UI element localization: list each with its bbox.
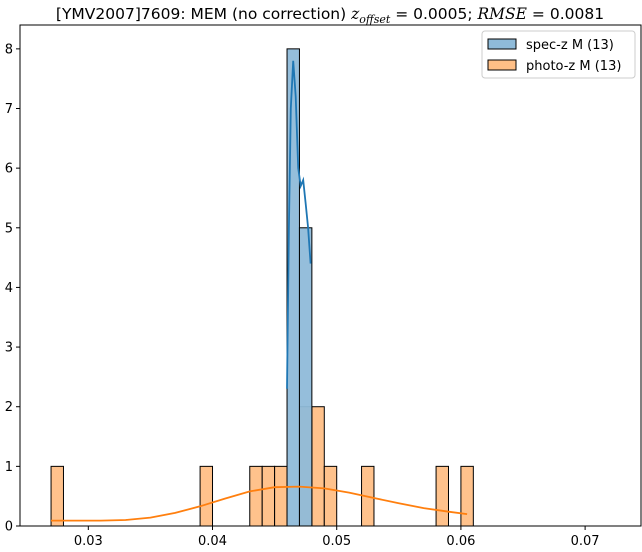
- photo-z-bar: [460, 465, 474, 527]
- title-z-subscript: offset: [359, 13, 391, 26]
- y-tick-label: 6: [5, 162, 13, 177]
- y-tick-label: 1: [5, 460, 13, 475]
- photo-z-bar: [261, 465, 276, 527]
- chart-title: [YMV2007]7609: MEM (no correction) zoffs…: [56, 5, 604, 26]
- x-tick-label: 0.03: [74, 534, 103, 549]
- y-tick-label: 3: [5, 341, 13, 356]
- photo-z-bar: [249, 465, 263, 527]
- plot-area: 0.03 0.04 0.05 0.06 0.07 0 1 2 3 4 5 6 7 8: [5, 24, 642, 549]
- title-eq2: = 0.0081: [527, 5, 604, 23]
- y-tick-label: 7: [5, 102, 13, 117]
- kde-curves: [51, 60, 468, 522]
- svg-text:[YMV2007]7609: MEM (no correct: [YMV2007]7609: MEM (no correction) zoffs…: [56, 5, 604, 26]
- x-tick-label: 0.05: [322, 534, 351, 549]
- legend-label: photo-z M (13): [526, 59, 621, 74]
- photo-z-bar: [50, 465, 64, 527]
- title-prefix: [YMV2007]7609: MEM (no correction): [56, 5, 351, 23]
- photo-z-bar: [323, 465, 338, 527]
- title-rmse-symbol: RMSE: [477, 5, 528, 23]
- legend-label: spec-z M (13): [526, 38, 614, 53]
- y-tick-label: 0: [5, 520, 13, 535]
- x-tick-label: 0.04: [198, 534, 227, 549]
- photo-z-bar: [199, 465, 214, 527]
- legend-swatch: [487, 59, 517, 71]
- legend-swatch: [487, 38, 517, 50]
- spec-z-bar: [298, 227, 313, 527]
- x-tick-label: 0.06: [446, 534, 475, 549]
- legend-box: [481, 30, 636, 79]
- y-tick-label: 4: [5, 281, 13, 296]
- y-axis: 0 1 2 3 4 5 6 7 8: [5, 42, 20, 535]
- x-axis: 0.03 0.04 0.05 0.06 0.07: [74, 526, 600, 549]
- legend: spec-z M (13) photo-z M (13): [481, 30, 636, 79]
- title-eq1: = 0.0005;: [390, 5, 477, 23]
- axes-frame: [19, 24, 642, 527]
- photo-z-bar: [274, 465, 288, 527]
- y-tick-label: 2: [5, 400, 13, 415]
- title-z-symbol: z: [350, 5, 360, 23]
- y-tick-label: 8: [5, 42, 13, 57]
- spec-z-kde-line: [286, 60, 312, 389]
- photo-z-bar: [311, 406, 325, 527]
- x-tick-label: 0.07: [571, 534, 600, 549]
- photo-z-bar: [435, 465, 449, 527]
- photo-z-histogram: [50, 406, 474, 527]
- photo-z-kde-line: [51, 485, 468, 522]
- y-tick-label: 5: [5, 221, 13, 236]
